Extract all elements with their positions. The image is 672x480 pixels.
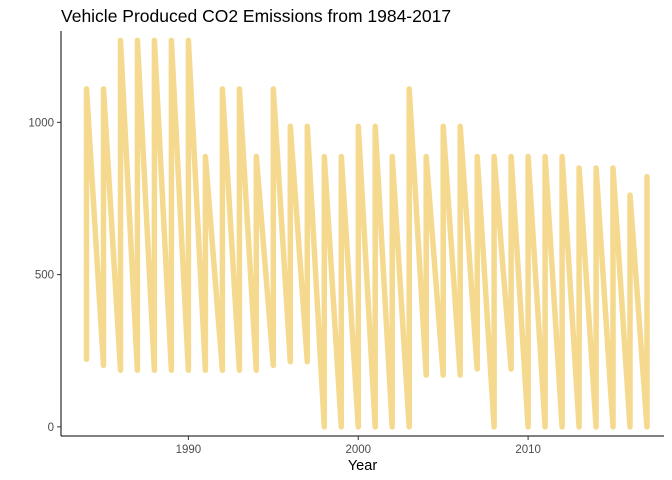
series-layer <box>83 37 650 430</box>
x-tick-label-2010: 2010 <box>515 444 541 456</box>
y-ticks: 0 500 1000 <box>28 117 61 434</box>
chart-title: Vehicle Produced CO2 Emissions from 1984… <box>61 6 452 26</box>
y-tick-label-1000: 1000 <box>28 117 54 129</box>
x-ticks: 1990 2000 2010 <box>176 436 541 456</box>
x-axis-title: Year <box>348 458 377 474</box>
y-tick-label-0: 0 <box>48 422 54 434</box>
y-tick-label-500: 500 <box>35 270 54 282</box>
x-tick-label-2000: 2000 <box>345 444 371 456</box>
x-tick-label-1990: 1990 <box>176 444 202 456</box>
emissions-series-line <box>83 37 650 430</box>
